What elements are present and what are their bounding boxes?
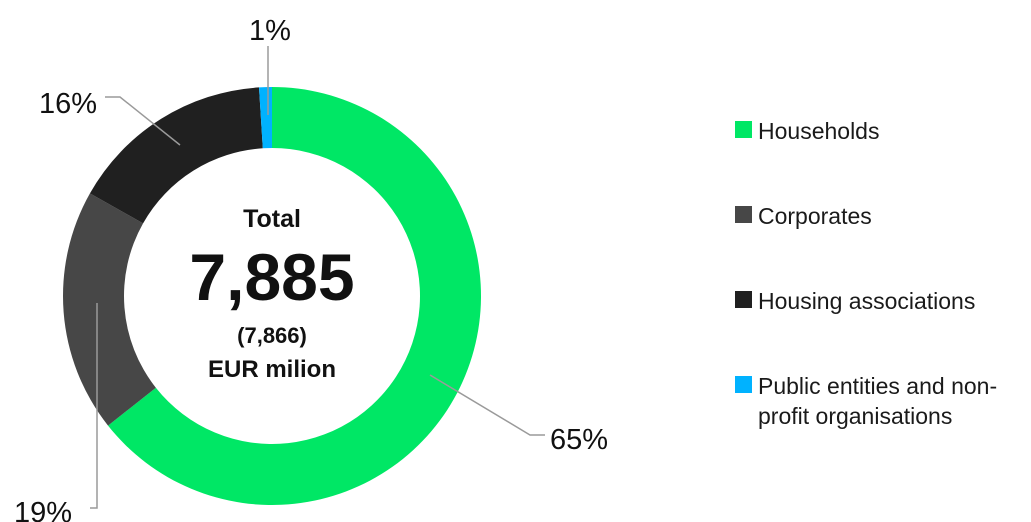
leader-line-corporates: [90, 303, 98, 509]
legend-item-housing-associations: Housing associations: [735, 286, 1028, 316]
legend-label-households: Households: [758, 118, 880, 144]
slice-corporates: [62, 193, 156, 426]
legend-item-public-entities: Public entities and non-profit organisat…: [735, 371, 1028, 431]
percent-label-households: 65%: [550, 424, 608, 456]
legend-swatch-households: [735, 121, 752, 138]
center-value: 7,885: [189, 240, 354, 314]
percentage-labels: 65% 19% 16% 1%: [14, 15, 608, 522]
legend-item-households: Households: [735, 116, 1028, 146]
legend-label-housing-associations: Housing associations: [758, 288, 976, 314]
percent-label-corporates: 19%: [14, 497, 72, 522]
legend: Households Corporates Housing associatio…: [735, 0, 1031, 522]
legend-item-corporates: Corporates: [735, 201, 1028, 231]
slice-households: [108, 87, 481, 505]
legend-label-public-entities: Public entities and non-profit organisat…: [758, 373, 998, 429]
slice-housing-associations: [89, 87, 263, 224]
leader-lines: [90, 46, 545, 509]
legend-swatch-housing-associations: [735, 291, 752, 308]
donut-slices: [62, 87, 481, 505]
percent-label-public-entities-and-non-profit-organisations: 1%: [249, 15, 291, 47]
donut-chart: 65% 19% 16% 1% Total 7,885 (7,866) EUR mili…: [14, 15, 608, 522]
center-total: Total 7,885 (7,866) EUR milion: [189, 205, 354, 383]
legend-swatch-corporates: [735, 206, 752, 223]
slice-public-entities-and-non-profit-organisations: [259, 87, 272, 149]
center-unit: EUR milion: [208, 356, 336, 383]
percent-label-housing-associations: 16%: [39, 88, 97, 120]
legend-label-corporates: Corporates: [758, 203, 872, 229]
center-title: Total: [243, 205, 301, 233]
center-previous-value: (7,866): [237, 323, 307, 348]
legend-swatch-public-entities: [735, 376, 752, 393]
leader-line-housing-associations: [105, 96, 181, 146]
leader-line-households: [429, 374, 545, 436]
